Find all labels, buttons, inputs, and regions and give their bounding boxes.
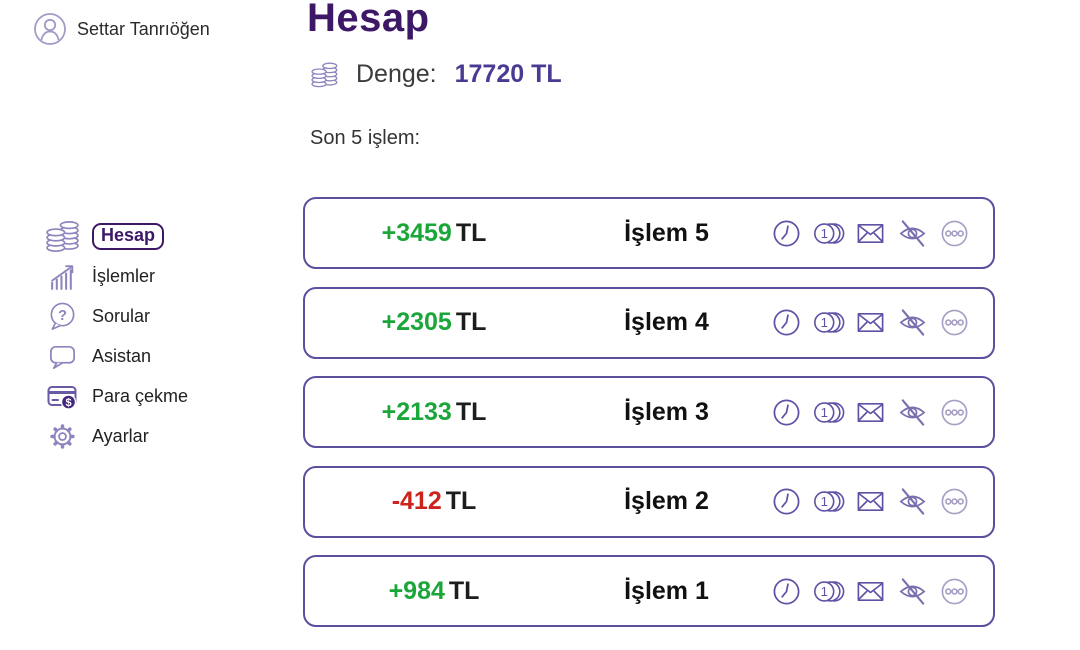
transaction-actions	[770, 396, 993, 429]
transaction-row: +3459 TL İşlem 5	[303, 197, 995, 269]
clock-icon[interactable]	[770, 306, 803, 339]
envelope-icon[interactable]	[854, 485, 887, 518]
transaction-label: İşlem 2	[624, 487, 709, 515]
transaction-label: İşlem 5	[624, 218, 709, 247]
eye-slash-icon[interactable]	[896, 575, 929, 608]
coin-value-icon[interactable]	[812, 217, 845, 250]
coins-icon	[42, 219, 82, 253]
transaction-actions	[770, 306, 993, 339]
transaction-actions	[770, 217, 993, 250]
user-avatar-icon	[33, 12, 67, 46]
transaction-amount: +984 TL	[388, 576, 480, 605]
card-dollar-icon	[42, 380, 82, 412]
clock-icon[interactable]	[770, 575, 803, 608]
eye-slash-icon[interactable]	[896, 217, 929, 250]
eye-slash-icon[interactable]	[896, 306, 929, 339]
sidebar-item-para-cekme[interactable]: Para çekme	[42, 376, 188, 416]
sidebar-item-label: Hesap	[92, 222, 165, 250]
transaction-label: İşlem 4	[624, 308, 709, 336]
sidebar-item-label: Sorular	[92, 305, 151, 326]
page-title: Hesap	[307, 0, 430, 40]
question-bubble-icon	[42, 301, 82, 332]
last-transactions-subtitle: Son 5 işlem:	[310, 127, 421, 149]
sidebar-item-sorular[interactable]: Sorular	[42, 296, 188, 336]
sidebar: Hesap İşlemler Sorular Asistan Para çekm…	[42, 216, 188, 456]
transaction-list: +3459 TL İşlem 5 +2305 TL İşlem 4	[303, 197, 995, 645]
sidebar-item-label: Asistan	[92, 345, 152, 366]
sidebar-item-ayarlar[interactable]: Ayarlar	[42, 416, 188, 456]
chat-bubble-icon	[42, 341, 82, 372]
eye-slash-icon[interactable]	[896, 485, 929, 518]
clock-icon[interactable]	[770, 396, 803, 429]
user-info[interactable]: Settar Tanrıöğen	[33, 12, 210, 46]
chart-increase-icon	[42, 262, 82, 291]
sidebar-item-label: İşlemler	[92, 265, 156, 286]
eye-slash-icon[interactable]	[896, 396, 929, 429]
transaction-label: İşlem 3	[624, 397, 709, 426]
ellipsis-icon[interactable]	[938, 485, 971, 518]
transaction-amount: +2133 TL	[381, 397, 487, 426]
balance-value: 17720 TL	[454, 60, 562, 88]
transaction-amount: +2305 TL	[381, 308, 487, 336]
sidebar-item-label: Para çekme	[92, 385, 189, 406]
user-name: Settar Tanrıöğen	[77, 18, 210, 39]
transaction-row: +2133 TL İşlem 3	[303, 376, 995, 448]
sidebar-item-label: Ayarlar	[92, 425, 149, 446]
sidebar-item-islemler[interactable]: İşlemler	[42, 256, 188, 296]
coin-value-icon[interactable]	[812, 575, 845, 608]
clock-icon[interactable]	[770, 217, 803, 250]
transaction-actions	[770, 485, 993, 518]
envelope-icon[interactable]	[854, 396, 887, 429]
balance-row: Denge: 17720 TL	[310, 60, 562, 89]
ellipsis-icon[interactable]	[938, 306, 971, 339]
envelope-icon[interactable]	[854, 217, 887, 250]
transaction-row: +984 TL İşlem 1	[303, 555, 995, 627]
transaction-amount: +3459 TL	[381, 218, 487, 247]
sidebar-item-hesap[interactable]: Hesap	[42, 216, 188, 256]
envelope-icon[interactable]	[854, 306, 887, 339]
coin-value-icon[interactable]	[812, 485, 845, 518]
transaction-row: -412 TL İşlem 2	[303, 465, 995, 538]
clock-icon[interactable]	[770, 485, 803, 518]
transaction-row: +2305 TL İşlem 4	[303, 286, 995, 359]
transaction-amount: -412 TL	[391, 487, 477, 515]
balance-label: Denge:	[356, 60, 437, 88]
ellipsis-icon[interactable]	[938, 217, 971, 250]
transaction-label: İşlem 1	[624, 576, 709, 605]
ellipsis-icon[interactable]	[938, 396, 971, 429]
transaction-actions	[770, 575, 993, 608]
ellipsis-icon[interactable]	[938, 575, 971, 608]
coin-value-icon[interactable]	[812, 306, 845, 339]
gear-icon	[42, 421, 82, 452]
coins-icon	[310, 60, 338, 89]
sidebar-item-asistan[interactable]: Asistan	[42, 336, 188, 376]
coin-value-icon[interactable]	[812, 396, 845, 429]
envelope-icon[interactable]	[854, 575, 887, 608]
